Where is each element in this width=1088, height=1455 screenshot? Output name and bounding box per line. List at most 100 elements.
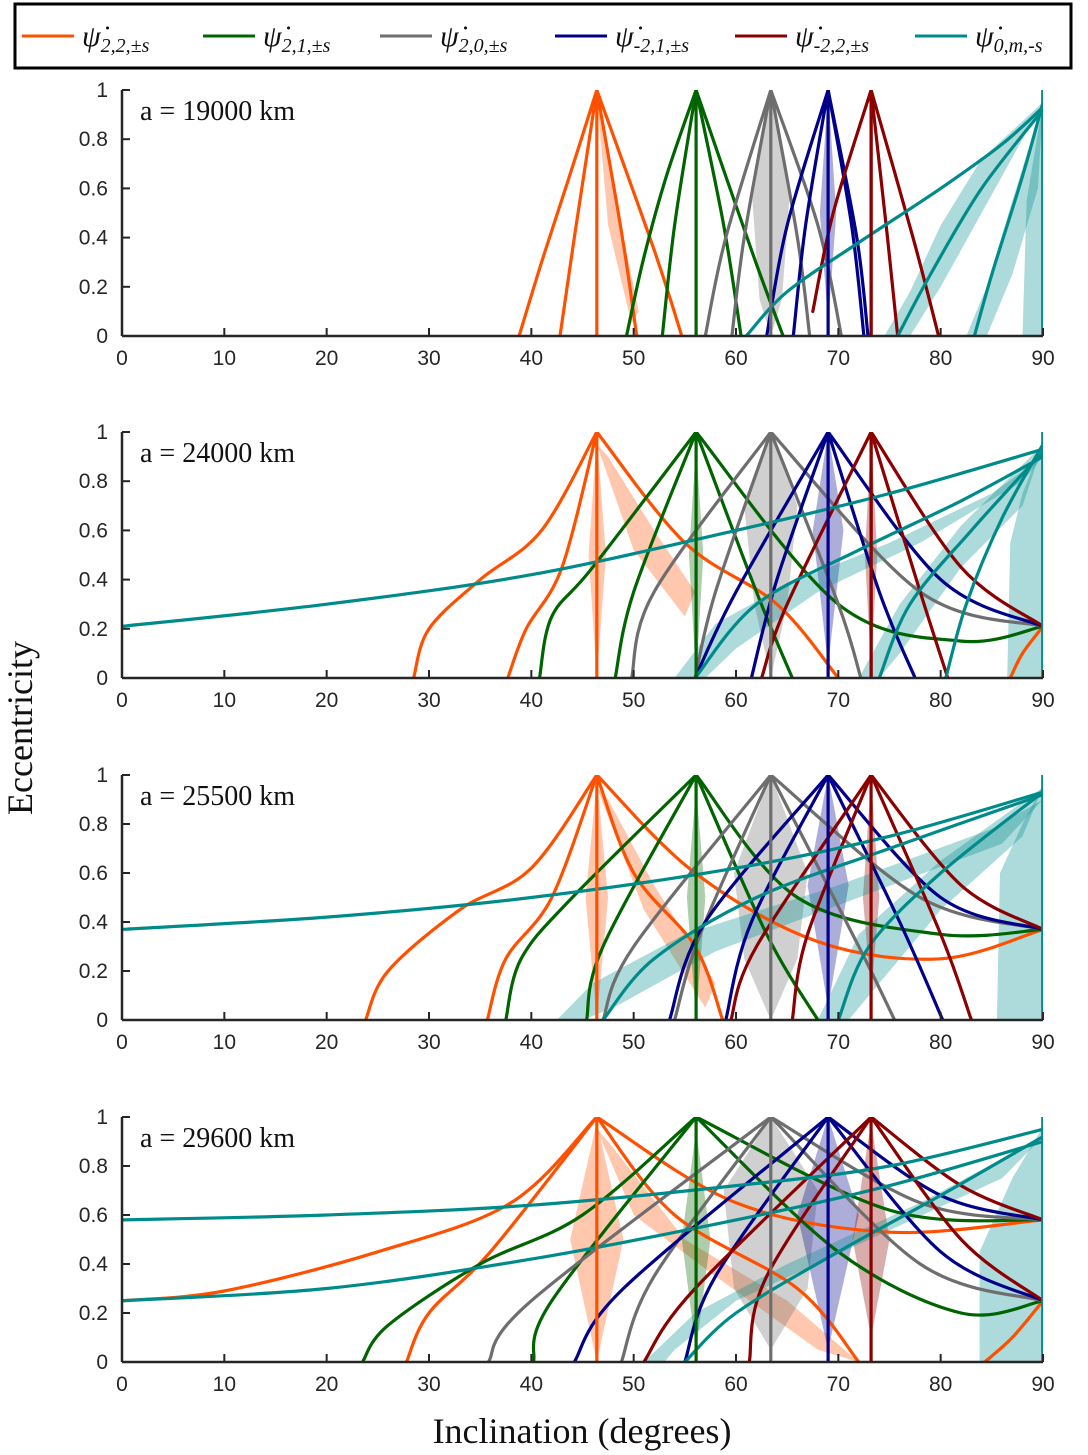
y-tick-label: 0.8	[79, 1155, 108, 1178]
curve--2,1,±s-1	[572, 1117, 830, 1362]
y-tick-label: 1	[96, 1106, 108, 1129]
x-tick-label: 40	[520, 1031, 543, 1054]
curve-0,m,-s-2	[693, 455, 1043, 678]
curve-0,m,-s-1	[122, 447, 1043, 628]
legend-box	[13, 2, 1073, 70]
y-tick-label: 1	[96, 764, 108, 787]
shaded-band-2	[596, 444, 696, 617]
y-tick-label: 0.6	[79, 1204, 108, 1227]
x-tick-label: 20	[315, 347, 338, 370]
curve-2,1,±s-2	[585, 775, 698, 1020]
curve--2,1,±s-2	[791, 90, 830, 336]
curve-2,2,±s-2	[558, 90, 599, 336]
curve-2,2,±s-3	[595, 1117, 861, 1362]
panel-2: 0 10 20 30 40 50 60 70 80 90 0 0.2 0.4 0.6 0.8 1 a = 240…	[79, 421, 1055, 712]
curve-0,m,-s-3	[972, 100, 1043, 336]
curve-2,1,±s-2	[531, 1117, 698, 1362]
x-tick-label: 0	[116, 1031, 128, 1054]
panel-title: a = 25500 km	[140, 781, 295, 812]
y-tick-label: 0.4	[79, 227, 109, 250]
curve-2,2,±s-1	[122, 1117, 599, 1303]
x-tick-label: 30	[417, 1373, 440, 1396]
curve--2,1,±s-3	[826, 432, 917, 678]
panel-title: a = 24000 km	[140, 438, 295, 469]
plot-area	[122, 1117, 1043, 1362]
y-tick-label: 0.8	[79, 128, 108, 151]
x-tick-label: 60	[724, 689, 747, 712]
legend-label-6: ψ̇0,m,-s	[975, 20, 1043, 57]
curve-2,0,±s-2	[693, 432, 773, 678]
y-tick-label: 0.2	[79, 276, 108, 299]
curve-2,1,±s-3	[694, 775, 820, 1020]
y-tick-label: 0.4	[79, 911, 109, 934]
y-tick-label: 0	[96, 1351, 108, 1374]
shaded-band-7	[674, 456, 1043, 678]
curve-0,m,-s-1	[122, 790, 1043, 931]
y-tick-label: 0.6	[79, 519, 108, 542]
shaded-band-5	[966, 102, 1043, 336]
curve--2,2,±s-2	[869, 775, 973, 1020]
curve-0,m,-s-1	[122, 1127, 1043, 1222]
y-tick-label: 1	[96, 79, 108, 102]
curve-2,2,±s-1	[517, 90, 599, 336]
curve--2,2,±s-4	[869, 432, 1043, 628]
x-tick-label: 0	[116, 1373, 128, 1396]
curve-2,2,±s-4	[1008, 624, 1043, 678]
x-axis-label: Inclination (degrees)	[433, 1411, 732, 1451]
curve-2,1,±s-1	[624, 90, 698, 336]
curve-0,m,-s-3	[836, 790, 1043, 1020]
curve--2,1,±s-1	[667, 775, 830, 1020]
shaded-band-8	[979, 1126, 1043, 1362]
x-tick-label: 0	[116, 347, 128, 370]
curve-2,2,±s-4	[595, 90, 639, 336]
x-tick-label: 40	[520, 347, 543, 370]
curve-2,2,±s-2	[404, 1117, 599, 1362]
y-tick-label: 0.2	[79, 618, 108, 641]
curve-2,0,±s-1	[630, 432, 773, 678]
y-tick-label: 0.6	[79, 862, 108, 885]
panel-3: 0 10 20 30 40 50 60 70 80 90 0 0.2 0.4 0.6 0.8 1 a = 255…	[79, 764, 1055, 1054]
x-tick-label: 90	[1031, 347, 1054, 370]
x-tick-label: 80	[929, 347, 952, 370]
curve-0,m,-s-3	[877, 450, 1043, 678]
x-tick-label: 30	[417, 1031, 440, 1054]
x-tick-label: 70	[827, 347, 850, 370]
curve-2,1,±s-3	[694, 432, 794, 678]
plot-area	[517, 90, 1043, 336]
y-tick-label: 0.6	[79, 177, 108, 200]
curve-0,m,-s-1	[744, 105, 1043, 336]
plot-area	[122, 775, 1043, 1020]
curve-2,0,±s-3	[769, 432, 863, 678]
curve-2,0,±s-4	[769, 432, 1043, 628]
shaded-band-9	[996, 784, 1043, 1020]
panel-title: a = 29600 km	[140, 1123, 295, 1154]
x-tick-label: 40	[520, 1373, 543, 1396]
curve-2,1,±s-3	[694, 90, 785, 336]
x-tick-label: 90	[1031, 689, 1054, 712]
y-tick-label: 0.8	[79, 470, 108, 493]
curve-2,0,±s-1	[601, 775, 773, 1020]
legend-label-5: ψ̇-2,2,±s	[795, 20, 869, 57]
curve--2,2,±s-3	[790, 775, 873, 1020]
curve-2,0,±s-4	[769, 90, 843, 336]
curve--2,2,±s-3	[869, 1117, 1043, 1303]
y-tick-label: 1	[96, 421, 108, 444]
y-axis-label: Eccentricity	[0, 641, 40, 815]
legend: ψ̇2,2,±s ψ̇2,1,±s ψ̇2,0,±s ψ̇-2,1,±s ψ̇-2,2,…	[13, 2, 1073, 70]
curve-2,2,±s-1	[364, 775, 599, 1020]
curve-2,2,±s-3	[595, 775, 725, 1020]
curve-2,1,±s-4	[694, 90, 743, 336]
x-tick-label: 50	[622, 1031, 645, 1054]
curve--2,2,±s-4	[869, 775, 1043, 931]
curve-2,0,±s-2	[703, 90, 773, 336]
curve-2,2,±s-2	[506, 432, 599, 678]
curve-0,m,-s-2	[601, 793, 1043, 1020]
curve--2,1,±s-2	[683, 1117, 830, 1362]
curve-2,0,±s-3	[769, 775, 897, 1020]
curve--2,2,±s-1	[869, 90, 900, 336]
curve--2,1,±s-2	[724, 775, 830, 1020]
y-tick-label: 0.2	[79, 960, 108, 983]
x-tick-label: 80	[929, 1031, 952, 1054]
curve-0,m,-s-3	[683, 1135, 1043, 1362]
x-tick-label: 50	[622, 689, 645, 712]
